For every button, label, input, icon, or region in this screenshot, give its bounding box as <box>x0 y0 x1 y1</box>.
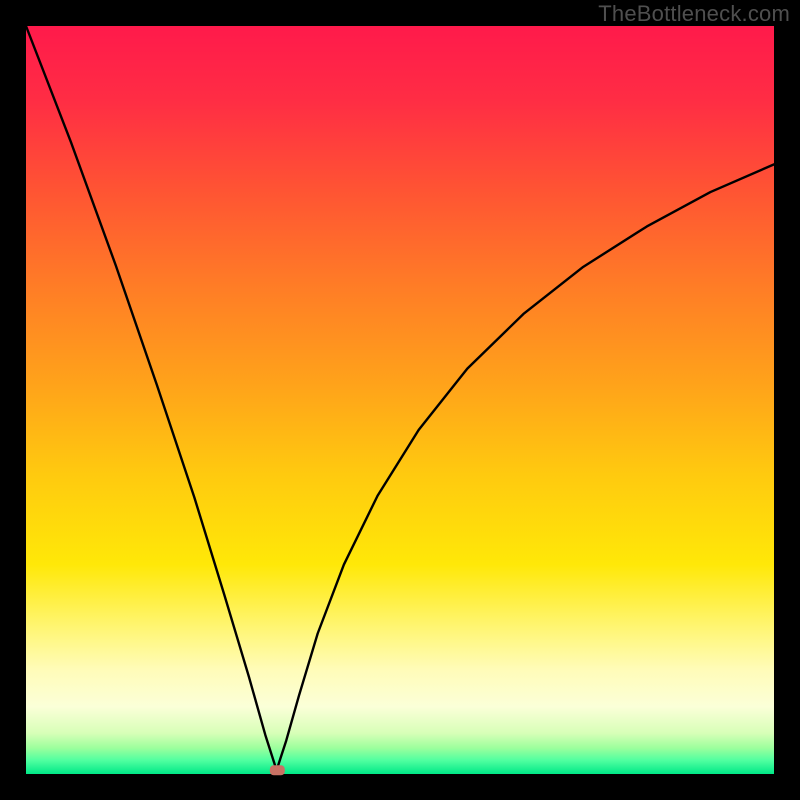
bottleneck-chart <box>0 0 800 800</box>
plot-background <box>26 26 774 774</box>
watermark-text: TheBottleneck.com <box>598 1 790 27</box>
optimal-point-marker <box>270 765 285 775</box>
